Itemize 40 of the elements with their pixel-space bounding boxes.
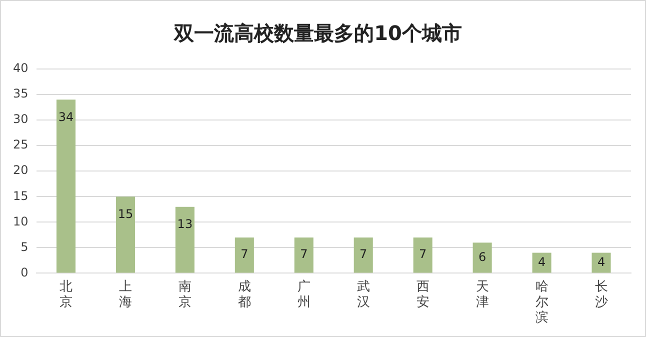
data-label: 4 [597,254,606,269]
y-tick-label: 35 [12,86,28,101]
bar [354,237,373,273]
x-tick-label: 成都 [238,279,251,310]
bar [116,196,135,273]
y-tick-label: 30 [12,112,28,126]
data-label: 6 [478,250,486,264]
data-label: 15 [118,206,134,221]
data-label: 7 [300,247,308,262]
bar [592,252,611,273]
x-tick-label: 广州 [297,279,310,310]
data-label: 13 [177,216,193,231]
y-tick-label: 15 [12,188,28,203]
bar [472,242,492,273]
bar [532,252,552,273]
x-tick-label: 北京 [60,279,73,310]
bar [56,100,76,273]
data-label: 7 [240,247,248,262]
x-tick-label: 哈尔滨 [535,279,548,326]
x-tick-label: 上海 [118,279,132,310]
chart-title: 双一流高校数量最多的10个城市 [173,21,462,46]
data-label: 4 [538,254,546,269]
y-tick-label: 40 [12,61,28,76]
x-tick-label: 西安 [416,279,430,310]
data-label: 7 [419,247,427,262]
data-label: 7 [360,247,368,262]
bar [175,206,194,273]
y-tick-label: 0 [20,265,28,280]
y-tick-label: 5 [20,240,28,254]
x-tick-label: 天津 [476,279,489,310]
y-tick-label: 10 [12,214,28,228]
data-label: 34 [58,110,74,124]
y-tick-label: 25 [12,138,28,152]
x-tick-label: 武汉 [356,279,370,310]
y-tick-label: 20 [12,163,28,178]
x-tick-label: 南京 [178,279,192,310]
bar [413,237,432,273]
x-tick-label: 长沙 [594,279,608,310]
bar [234,237,254,273]
bar [294,237,314,273]
